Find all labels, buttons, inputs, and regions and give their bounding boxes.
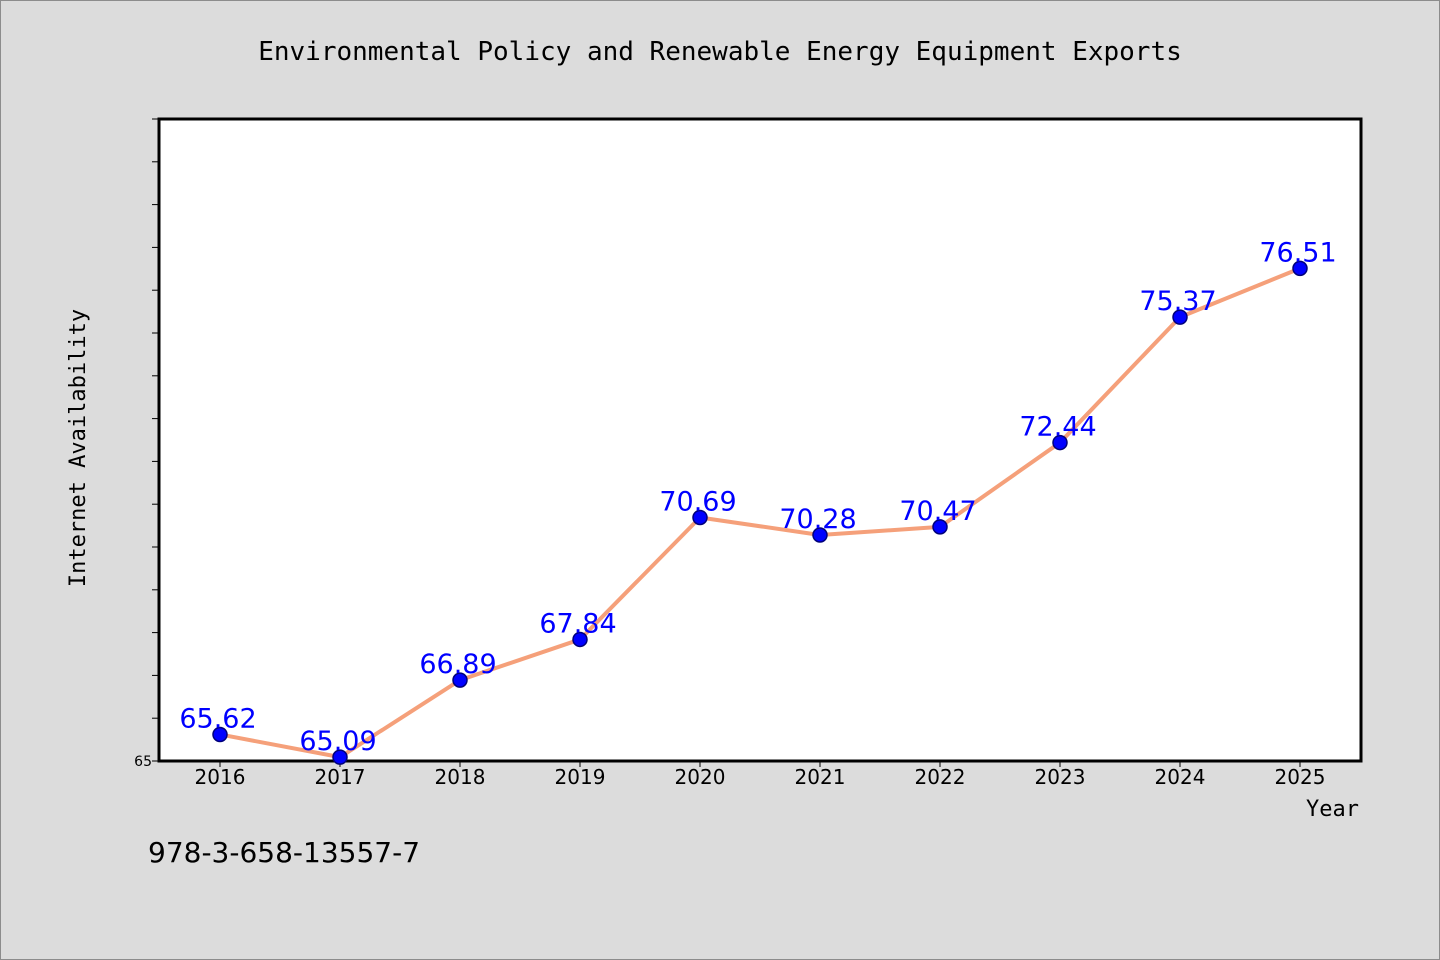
x-tick-label: 2022 <box>915 765 966 789</box>
series-line <box>219 266 1301 760</box>
x-axis-label: Year <box>1306 797 1359 822</box>
data-point-marker <box>692 509 708 526</box>
x-tick-label: 2017 <box>315 765 366 789</box>
data-point-marker <box>212 726 228 743</box>
x-tick-label: 2020 <box>675 765 726 789</box>
series-group: 65.62 65.09 66.89 67.84 70.69 70.28 70.47 72.44… <box>179 237 1337 765</box>
x-tick-label: 2024 <box>1155 765 1206 789</box>
y-tick-label: 65 <box>134 754 152 770</box>
data-label: 70.47 <box>899 496 976 527</box>
data-point-marker <box>1292 260 1308 277</box>
data-label: 65.62 <box>179 703 256 734</box>
x-tick-label: 2018 <box>435 765 486 789</box>
data-point-marker <box>812 527 828 543</box>
plot-area <box>157 117 1363 763</box>
data-point-marker <box>1172 309 1188 325</box>
chart-title: Environmental Policy and Renewable Energ… <box>258 37 1182 67</box>
data-point-marker <box>1052 434 1068 451</box>
data-label: 70.69 <box>659 486 736 517</box>
x-tick-label: 2025 <box>1275 765 1326 789</box>
y-axis-label: Internet Availability <box>66 309 91 587</box>
data-point-marker <box>572 631 588 648</box>
x-tick-label: 2019 <box>555 765 606 789</box>
annotation-text: 978-3-658-13557-7 <box>148 836 420 869</box>
data-point-marker <box>932 519 948 535</box>
x-tick-label: 2023 <box>1035 765 1086 789</box>
data-label: 65.09 <box>299 726 376 757</box>
x-tick-label: 2021 <box>795 765 846 789</box>
x-tick-label: 2016 <box>195 765 246 789</box>
data-label: 75.37 <box>1139 286 1216 317</box>
data-label: 67.84 <box>539 608 616 639</box>
data-label: 70.28 <box>779 504 856 535</box>
data-label: 66.89 <box>419 649 496 680</box>
data-label: 76.51 <box>1259 237 1336 268</box>
y-axis-ticks <box>152 118 159 762</box>
data-label: 72.44 <box>1019 412 1096 443</box>
data-point-marker <box>332 749 348 765</box>
data-point-marker <box>452 672 468 688</box>
x-axis-ticks: 2016 2017 2018 2019 2020 2021 2022 2023 2024 2025 <box>195 761 1326 789</box>
